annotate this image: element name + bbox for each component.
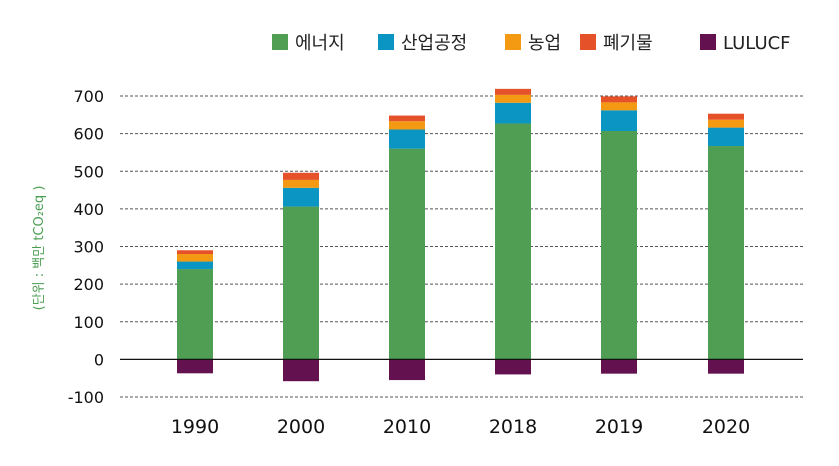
bar-segment-2000 (283, 179, 319, 188)
bar-segment-2010 (389, 359, 425, 381)
bar-segment-2018 (495, 123, 531, 360)
y-tick-label: 400 (73, 200, 104, 219)
bar-segment-2018 (495, 359, 531, 375)
bar-segment-2010 (389, 129, 425, 149)
y-axis-label: (단위 : 백만 tCO₂eq ) (32, 186, 47, 311)
legend-swatch (700, 34, 716, 50)
y-tick-label: 500 (73, 162, 104, 181)
x-tick-label: 1990 (171, 416, 219, 438)
bar-segment-2010 (389, 115, 425, 122)
legend-swatch (378, 34, 394, 50)
x-tick-label: 2010 (383, 416, 431, 438)
bar-segment-2010 (389, 121, 425, 130)
legend-label: 에너지 (295, 33, 345, 54)
gridlines (120, 95, 803, 398)
bar-segment-2020 (708, 119, 744, 128)
x-tick-label: 2000 (277, 416, 325, 438)
x-tick-label: 2020 (702, 416, 750, 438)
bar-segment-2018 (495, 88, 531, 95)
bar-segment-2010 (389, 148, 425, 360)
y-tick-label: -100 (68, 388, 104, 407)
bar-segment-2020 (708, 127, 744, 147)
x-tick-label: 2019 (595, 416, 643, 438)
legend-swatch (580, 34, 596, 50)
y-axis-ticks: -100 0 100 200 300 400 500 600 700 (68, 87, 104, 407)
legend-swatch (505, 34, 521, 50)
x-tick-label: 2018 (489, 416, 537, 438)
y-tick-label: 100 (73, 313, 104, 332)
bar-segment-2019 (601, 96, 637, 103)
legend-swatch (272, 34, 288, 50)
bar-segment-2000 (283, 172, 319, 180)
legend-label: 산업공정 (401, 33, 467, 54)
bar-segment-2000 (283, 359, 319, 382)
bar-segment-2020 (708, 359, 744, 374)
y-tick-label: 0 (94, 350, 104, 369)
bar-segment-1990 (177, 250, 213, 255)
bar-segment-2018 (495, 94, 531, 103)
bar-segment-2020 (708, 146, 744, 360)
bar-segment-2019 (601, 130, 637, 360)
stacked-bars (177, 88, 744, 382)
legend-label: 농업 (528, 33, 561, 54)
bar-segment-2019 (601, 102, 637, 111)
bar-segment-2000 (283, 187, 319, 207)
bar-segment-2018 (495, 102, 531, 124)
y-tick-label: 600 (73, 125, 104, 144)
bar-segment-2020 (708, 113, 744, 120)
legend-label: LULUCF (723, 33, 791, 54)
y-tick-label: 700 (73, 87, 104, 106)
legend: 에너지 산업공정 농업 폐기물 LULUCF (272, 33, 791, 54)
y-tick-label: 200 (73, 275, 104, 294)
bar-segment-1990 (177, 359, 213, 374)
bar-segment-2000 (283, 206, 319, 360)
y-tick-label: 300 (73, 238, 104, 257)
x-axis-ticks: 1990 2000 2010 2018 2019 2020 (171, 416, 750, 438)
bar-segment-1990 (177, 261, 213, 270)
bar-segment-1990 (177, 269, 213, 360)
bar-segment-2019 (601, 110, 637, 131)
legend-label: 폐기물 (603, 33, 653, 54)
bar-segment-2019 (601, 359, 637, 374)
bar-segment-1990 (177, 254, 213, 262)
